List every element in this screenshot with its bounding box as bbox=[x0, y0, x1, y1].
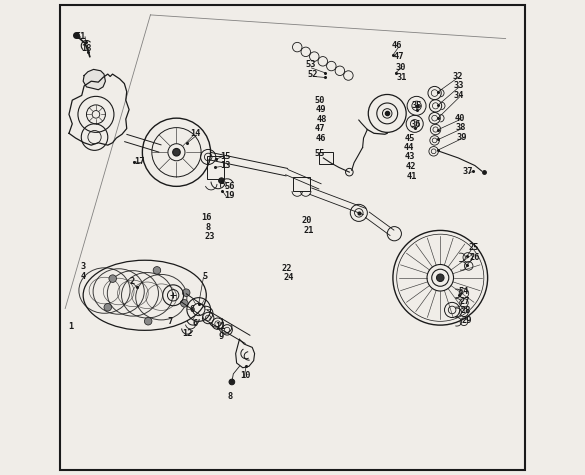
Circle shape bbox=[153, 266, 161, 274]
Text: 1: 1 bbox=[68, 322, 74, 331]
Text: 43: 43 bbox=[405, 152, 415, 162]
Text: 22: 22 bbox=[281, 264, 292, 273]
Text: 29: 29 bbox=[462, 316, 472, 325]
Text: 30: 30 bbox=[395, 63, 406, 72]
Text: 6: 6 bbox=[190, 305, 195, 314]
Text: 40: 40 bbox=[455, 114, 466, 123]
Text: 54: 54 bbox=[459, 287, 469, 296]
Text: 8: 8 bbox=[228, 392, 233, 400]
Text: 37: 37 bbox=[463, 167, 473, 176]
Text: 34: 34 bbox=[454, 91, 464, 100]
Text: 14: 14 bbox=[190, 129, 201, 138]
Circle shape bbox=[436, 274, 444, 282]
Text: 16: 16 bbox=[201, 213, 212, 222]
Text: 10: 10 bbox=[240, 371, 250, 380]
Text: 19: 19 bbox=[225, 191, 235, 200]
Text: 55: 55 bbox=[315, 149, 325, 158]
Text: 32: 32 bbox=[452, 72, 463, 81]
Text: 53: 53 bbox=[305, 60, 316, 69]
Text: 8: 8 bbox=[205, 223, 211, 232]
Text: 20: 20 bbox=[301, 217, 312, 226]
Text: 3: 3 bbox=[81, 262, 86, 271]
Bar bbox=[207, 156, 224, 179]
Bar bbox=[319, 152, 333, 164]
Text: 12: 12 bbox=[182, 329, 192, 338]
Circle shape bbox=[181, 300, 188, 307]
Text: 21: 21 bbox=[304, 226, 314, 235]
Text: 11: 11 bbox=[215, 322, 226, 331]
Circle shape bbox=[229, 379, 235, 385]
Text: 45: 45 bbox=[405, 133, 415, 142]
Text: 27: 27 bbox=[460, 297, 470, 306]
Text: 48: 48 bbox=[316, 114, 327, 124]
Circle shape bbox=[104, 304, 112, 311]
Text: 38: 38 bbox=[456, 123, 466, 132]
Text: 5: 5 bbox=[202, 272, 208, 281]
Circle shape bbox=[173, 149, 180, 156]
Text: 7: 7 bbox=[168, 317, 173, 326]
Circle shape bbox=[183, 289, 190, 296]
Text: 47: 47 bbox=[393, 52, 404, 61]
Text: 13: 13 bbox=[220, 161, 230, 170]
Text: 44: 44 bbox=[404, 143, 414, 152]
Text: 39: 39 bbox=[457, 133, 467, 142]
Text: 6: 6 bbox=[193, 319, 198, 328]
Text: 35: 35 bbox=[411, 101, 422, 110]
Text: 56: 56 bbox=[225, 182, 235, 191]
Text: 42: 42 bbox=[405, 162, 416, 171]
Text: 9: 9 bbox=[219, 332, 224, 341]
Text: 24: 24 bbox=[284, 273, 294, 282]
Text: 28: 28 bbox=[460, 306, 471, 315]
Polygon shape bbox=[83, 69, 105, 90]
Circle shape bbox=[109, 275, 116, 283]
Text: 46: 46 bbox=[316, 133, 326, 142]
Circle shape bbox=[144, 317, 152, 325]
Text: 31: 31 bbox=[396, 73, 407, 82]
Text: 46: 46 bbox=[391, 41, 402, 50]
Text: 4: 4 bbox=[81, 272, 86, 281]
Text: 36: 36 bbox=[411, 120, 421, 129]
Text: 18: 18 bbox=[81, 44, 92, 53]
Text: 51: 51 bbox=[75, 32, 85, 41]
Text: 25: 25 bbox=[468, 243, 479, 252]
Bar bbox=[292, 177, 311, 191]
Text: 17: 17 bbox=[135, 157, 145, 166]
Text: 26: 26 bbox=[469, 253, 480, 262]
Circle shape bbox=[219, 178, 224, 183]
Text: 23: 23 bbox=[205, 232, 215, 241]
Text: 41: 41 bbox=[407, 172, 417, 181]
Text: 49: 49 bbox=[316, 105, 326, 114]
Text: 2: 2 bbox=[130, 276, 135, 285]
Text: 47: 47 bbox=[315, 124, 325, 133]
Text: 52: 52 bbox=[307, 70, 318, 78]
Text: 50: 50 bbox=[315, 95, 325, 104]
Text: 33: 33 bbox=[453, 81, 463, 90]
Text: 15: 15 bbox=[220, 152, 230, 161]
